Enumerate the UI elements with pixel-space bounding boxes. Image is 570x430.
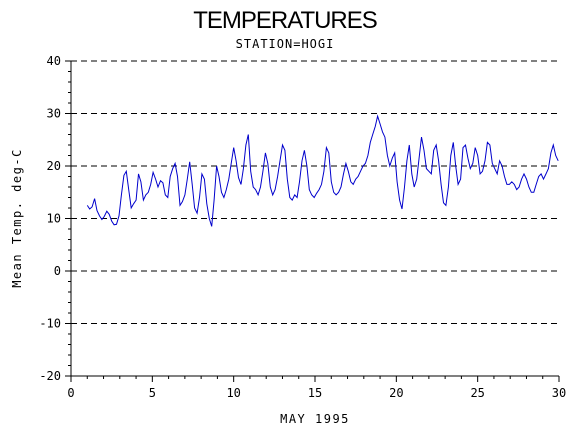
x-tick-label: 0 bbox=[67, 386, 74, 400]
x-tick-label: 10 bbox=[226, 386, 240, 400]
y-tick-label: -10 bbox=[39, 317, 61, 331]
y-tick-label: -20 bbox=[39, 369, 61, 383]
y-tick-label: 30 bbox=[47, 107, 61, 121]
plot-area bbox=[86, 114, 559, 227]
y-tick-label: 20 bbox=[47, 159, 61, 173]
y-axis-label: Mean Temp. deg-C bbox=[10, 148, 24, 288]
y-tick-label: 40 bbox=[47, 54, 61, 68]
x-tick-label: 5 bbox=[149, 386, 156, 400]
x-tick-label: 30 bbox=[552, 386, 566, 400]
grid-lines bbox=[71, 60, 559, 377]
x-axis-label: MAY 1995 bbox=[280, 412, 350, 426]
x-tick-label: 25 bbox=[470, 386, 484, 400]
axes: -20 -10 0 10 20 30 40 0 5 10 15 20 25 30 bbox=[39, 54, 566, 400]
x-tick-label: 20 bbox=[389, 386, 403, 400]
chart-title: TEMPERATURES bbox=[193, 7, 377, 34]
y-tick-label: 10 bbox=[47, 212, 61, 226]
temperature-series-line bbox=[86, 114, 559, 227]
chart-subtitle: STATION=HOGI bbox=[236, 37, 335, 51]
y-tick-label: 0 bbox=[54, 264, 61, 278]
x-tick-label: 15 bbox=[308, 386, 322, 400]
